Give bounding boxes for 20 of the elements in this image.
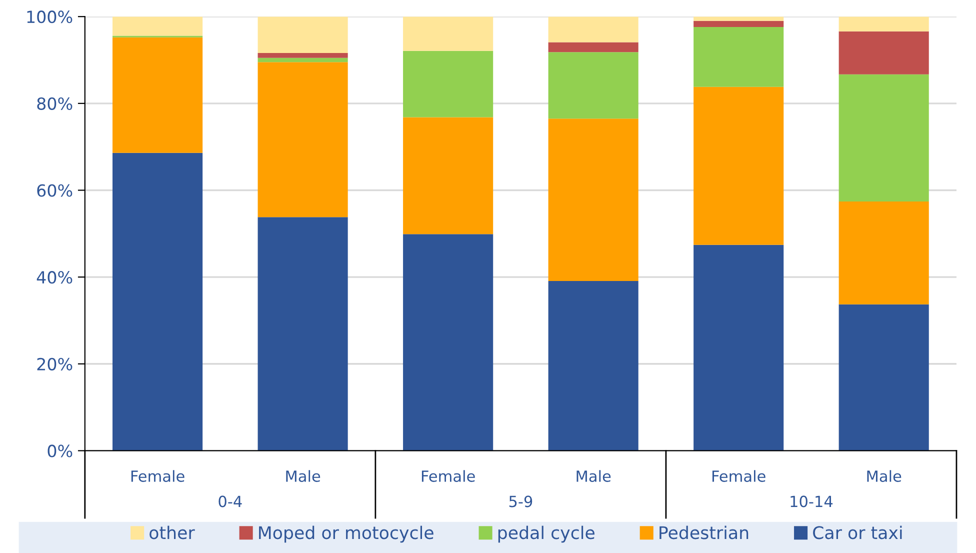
y-tick-label: 100% [27, 10, 72, 24]
text: 10-14 [790, 496, 833, 508]
x-tick-label: Male [576, 470, 611, 482]
x-tick-label: Female [422, 470, 475, 482]
legend-label: Pedestrian [660, 526, 748, 540]
x-tick-label: Female [712, 470, 766, 482]
x-tick-label: Male [867, 470, 902, 482]
y-tick-label: 20% [37, 358, 72, 370]
y-tick-label: 60% [37, 184, 72, 197]
y-tick-label: 80% [37, 97, 72, 110]
legend-label: Car or taxi [813, 526, 902, 540]
text: 0-4 [218, 496, 242, 508]
legend-label: pedal cycle [498, 526, 594, 543]
x-tick-label: Male [286, 470, 320, 482]
legend-label: Moped or motocycle [259, 526, 434, 543]
y-tick-label: 0% [48, 444, 72, 458]
y-tick-label: 40% [36, 271, 72, 284]
text: 5-9 [509, 496, 532, 508]
legend-label: other [150, 526, 195, 540]
x-tick-label: Female [131, 470, 184, 482]
